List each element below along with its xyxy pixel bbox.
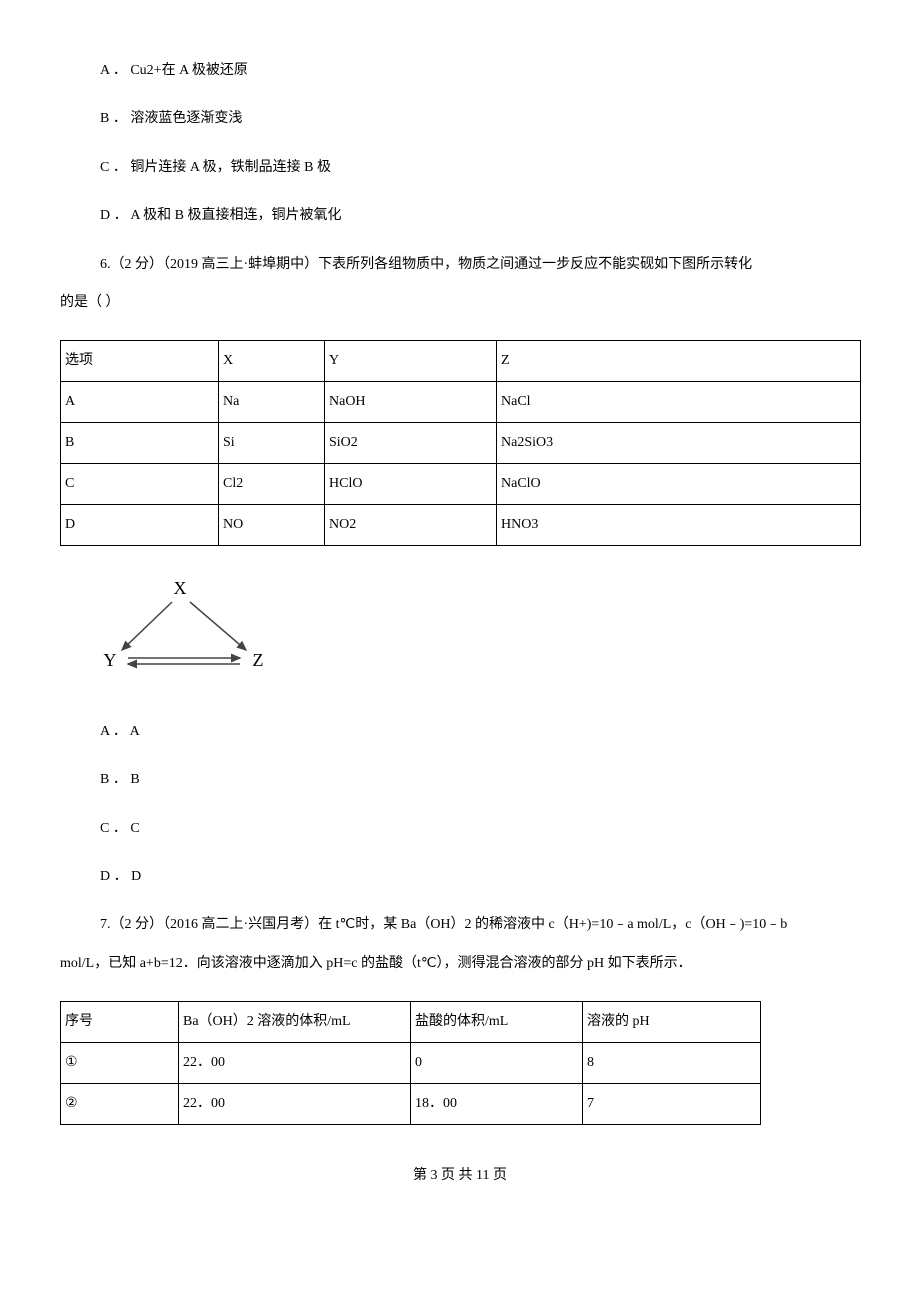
table-header: Z [497,341,861,382]
table-cell: NaClO [497,464,861,505]
table-cell: Na [219,382,325,423]
table-cell: D [61,505,219,546]
table-row: B Si SiO2 Na2SiO3 [61,423,861,464]
table-cell: NaOH [325,382,497,423]
q6-stem-line1: 6.（2 分）（2019 高三上·蚌埠期中）下表所列各组物质中，物质之间通过一步… [100,254,860,276]
q5-option-b: B ． 溶液蓝色逐渐变浅 [100,108,860,130]
table-cell: NO2 [325,505,497,546]
diagram-node-z: Z [253,650,264,670]
q6-stem-line2: 的是（ ） [60,292,860,314]
table-cell: Cl2 [219,464,325,505]
table-cell: C [61,464,219,505]
table-cell: A [61,382,219,423]
table-cell: 0 [411,1043,583,1084]
table-row: 序号 Ba（OH）2 溶液的体积/mL 盐酸的体积/mL 溶液的 pH [61,1002,761,1043]
triangle-diagram-icon: X Y Z [80,572,300,682]
table-row: A Na NaOH NaCl [61,382,861,423]
table-cell: NO [219,505,325,546]
q6-option-b: B ． B [100,769,860,791]
table-header: 溶液的 pH [583,1002,761,1043]
diagram-node-x: X [174,578,187,598]
table-cell: SiO2 [325,423,497,464]
table-cell: Na2SiO3 [497,423,861,464]
q5-option-c: C ． 铜片连接 A 极，铁制品连接 B 极 [100,157,860,179]
table-header: Y [325,341,497,382]
q5-option-d: D ． A 极和 B 极直接相连，铜片被氧化 [100,205,860,227]
page-footer: 第 3 页 共 11 页 [60,1165,860,1187]
table-cell: 22．00 [179,1084,411,1125]
table-cell: NaCl [497,382,861,423]
table-cell: 7 [583,1084,761,1125]
q5-option-a: A ． Cu2+在 A 极被还原 [100,60,860,82]
table-cell: 22．00 [179,1043,411,1084]
table-row: D NO NO2 HNO3 [61,505,861,546]
q6-option-a: A ． A [100,721,860,743]
table-cell: 18．00 [411,1084,583,1125]
q6-option-c: C ． C [100,818,860,840]
table-row: C Cl2 HClO NaClO [61,464,861,505]
table-row: ② 22．00 18．00 7 [61,1084,761,1125]
q6-diagram: X Y Z [80,572,860,690]
table-cell: B [61,423,219,464]
q6-table: 选项 X Y Z A Na NaOH NaCl B Si SiO2 Na2SiO… [60,340,861,546]
table-header: 盐酸的体积/mL [411,1002,583,1043]
table-header: Ba（OH）2 溶液的体积/mL [179,1002,411,1043]
q6-option-d: D ． D [100,866,860,888]
table-header: 选项 [61,341,219,382]
diagram-node-y: Y [104,650,117,670]
table-header: X [219,341,325,382]
table-cell: ② [61,1084,179,1125]
table-cell: HNO3 [497,505,861,546]
table-row: 选项 X Y Z [61,341,861,382]
q7-table: 序号 Ba（OH）2 溶液的体积/mL 盐酸的体积/mL 溶液的 pH ① 22… [60,1001,761,1125]
q7-stem-line1: 7.（2 分）（2016 高二上·兴国月考）在 t℃时，某 Ba（OH）2 的稀… [100,914,860,936]
table-header: 序号 [61,1002,179,1043]
q7-stem-line2: mol/L，已知 a+b=12．向该溶液中逐滴加入 pH=c 的盐酸（t℃），测… [60,953,860,975]
table-cell: 8 [583,1043,761,1084]
table-row: ① 22．00 0 8 [61,1043,761,1084]
table-cell: ① [61,1043,179,1084]
table-cell: HClO [325,464,497,505]
table-cell: Si [219,423,325,464]
